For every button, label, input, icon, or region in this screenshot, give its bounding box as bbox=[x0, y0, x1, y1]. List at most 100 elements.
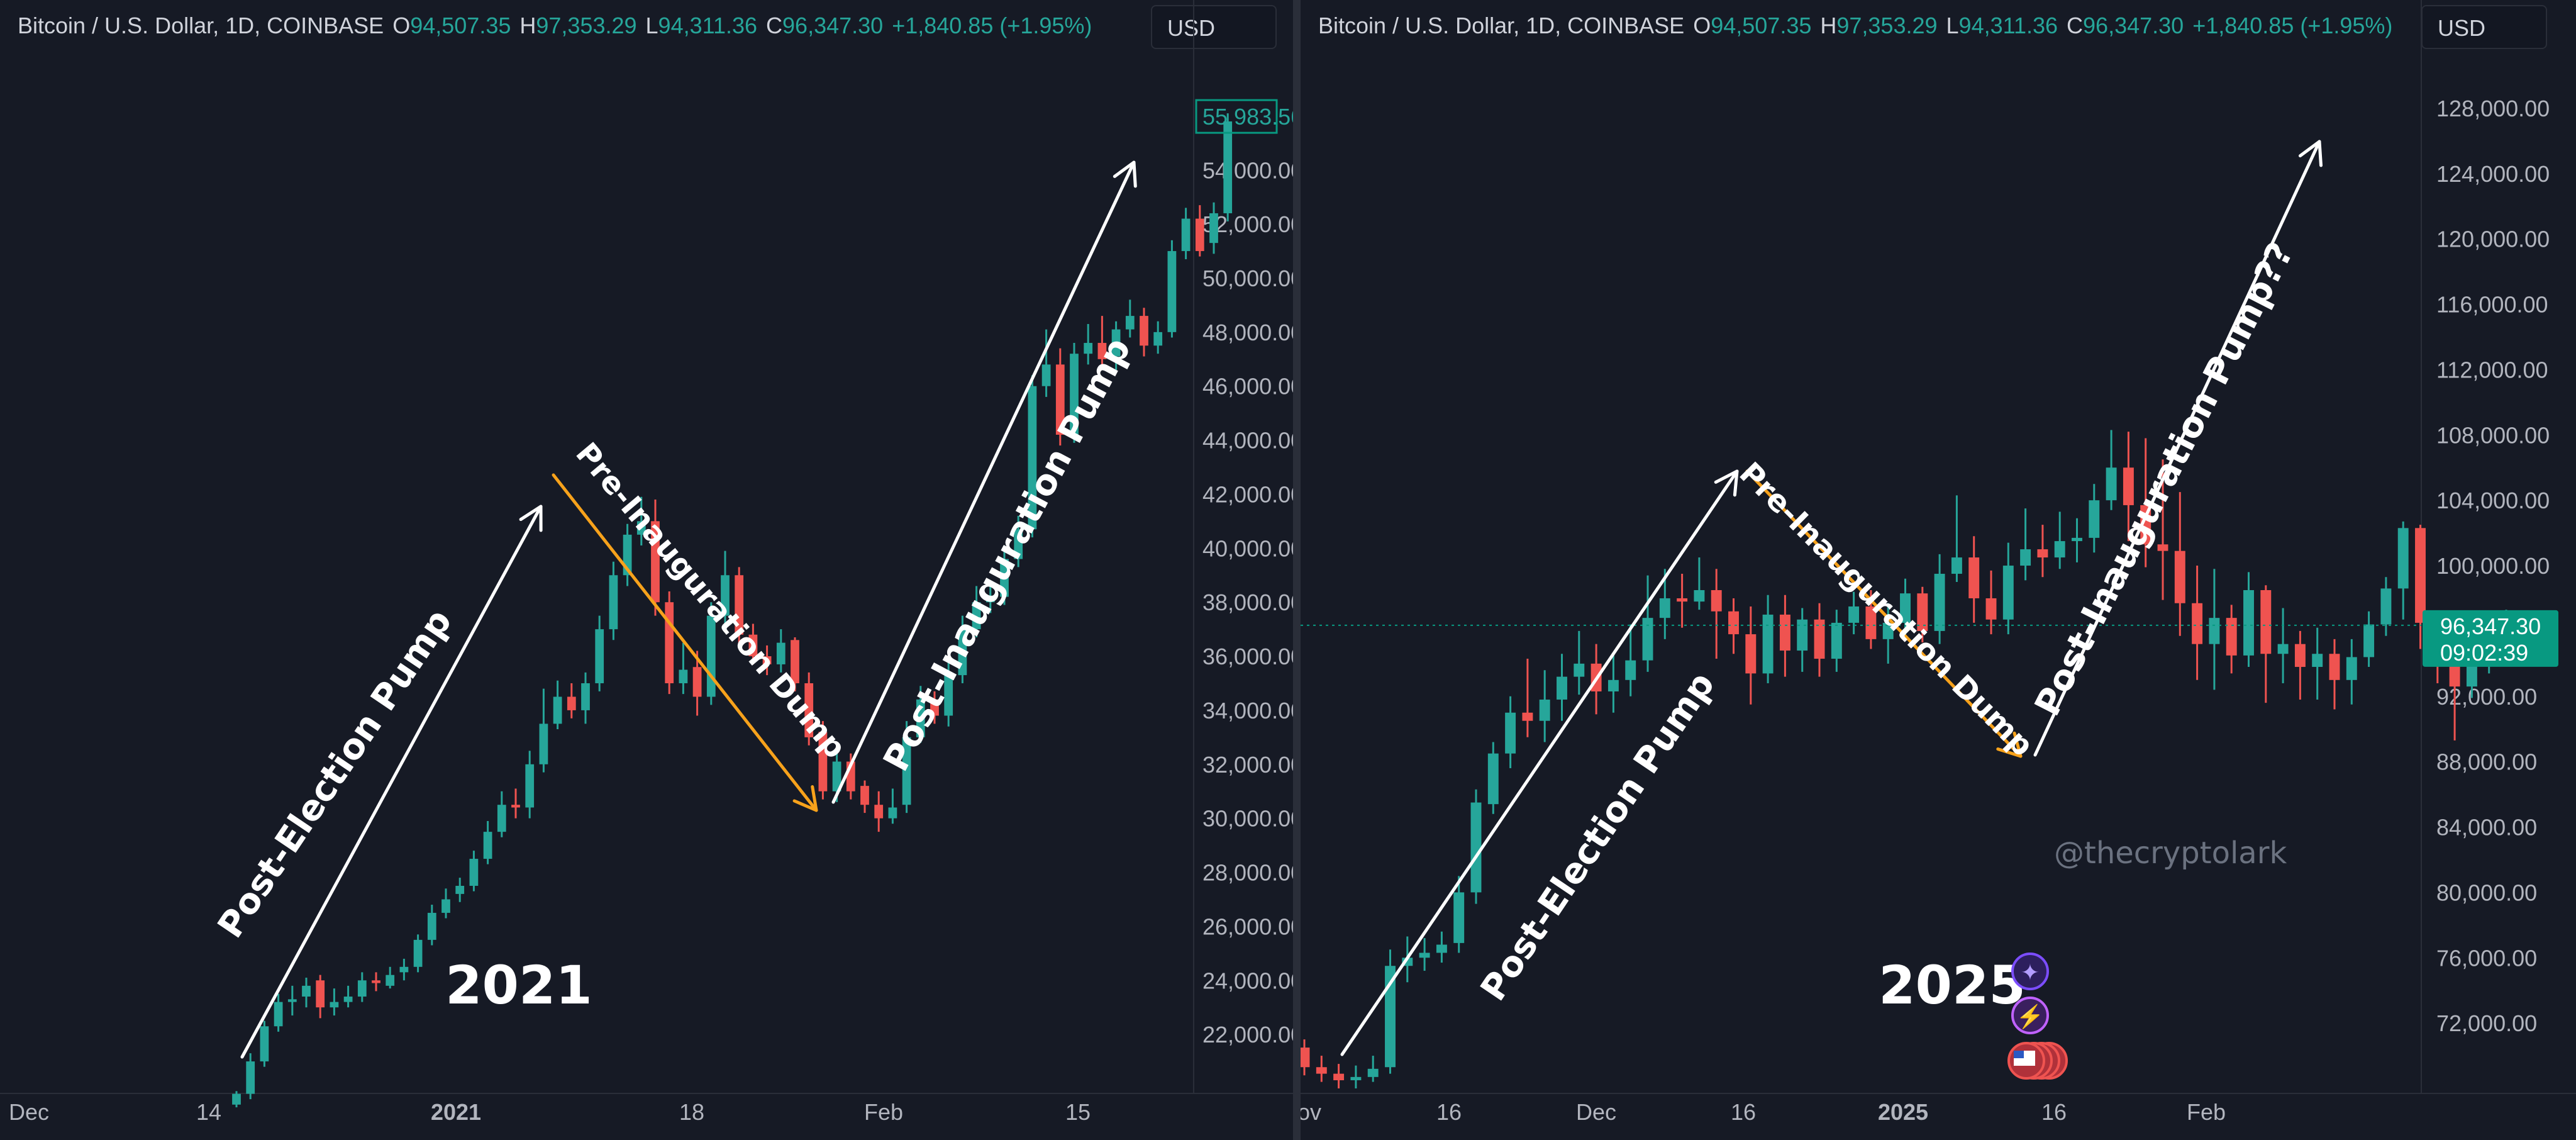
candle-body bbox=[260, 1026, 269, 1062]
candle-body bbox=[567, 696, 576, 710]
watermark: @thecryptolark bbox=[2054, 835, 2287, 871]
candle-body bbox=[497, 805, 506, 832]
candle-body bbox=[2037, 549, 2048, 558]
candle-body bbox=[2123, 467, 2134, 505]
candle-body bbox=[1055, 364, 1065, 435]
candle-body bbox=[399, 966, 409, 973]
sparkle-glyph: ✦ bbox=[2021, 959, 2040, 985]
open-label: O bbox=[392, 13, 411, 38]
candle-body bbox=[386, 975, 395, 986]
candle-body bbox=[721, 575, 730, 616]
candle-body bbox=[1167, 251, 1177, 332]
change-value: +1,840.85 (+1.95%) bbox=[2192, 13, 2393, 38]
y-tick-label: 40,000.00 bbox=[1202, 535, 1293, 561]
x-tick-label: Feb bbox=[864, 1099, 903, 1125]
candle-body bbox=[1000, 559, 1009, 597]
candle-body bbox=[1014, 529, 1023, 559]
candle-body bbox=[427, 912, 436, 940]
candle-body bbox=[2140, 505, 2151, 545]
candlestick-chart-2025: 128,000.00 124,000.00 120,000.00 116,000.00… bbox=[1301, 0, 2576, 1125]
x-tick-label: ov bbox=[1301, 1099, 1321, 1125]
currency-button[interactable]: USD bbox=[1151, 5, 1277, 49]
candle-body bbox=[1223, 121, 1233, 213]
open-value: 94,507.35 bbox=[410, 13, 511, 38]
lightning-glyph: ⚡ bbox=[2016, 1003, 2045, 1030]
candle-body bbox=[525, 764, 535, 808]
candle-body bbox=[372, 980, 380, 983]
y-tick-label: 92,000.00 bbox=[2436, 684, 2537, 710]
y-tick-label: 100,000.00 bbox=[2436, 553, 2550, 579]
candle-body bbox=[1865, 606, 1877, 639]
chart-panel-2021[interactable]: Bitcoin / U.S. Dollar, 1D, COINBASE O94,5… bbox=[0, 0, 1293, 1140]
candle-body bbox=[916, 699, 925, 737]
panel-divider[interactable] bbox=[1293, 0, 1301, 1140]
last-price-box bbox=[1195, 99, 1278, 134]
candle-body bbox=[2415, 528, 2426, 623]
y-tick-label: 120,000.00 bbox=[2436, 226, 2550, 252]
candle-body bbox=[1900, 593, 1911, 623]
x-tick-label: 16 bbox=[1731, 1099, 1756, 1125]
candle-body bbox=[748, 634, 758, 657]
candle-body bbox=[1539, 699, 1550, 721]
post-inauguration-arrow-head bbox=[1113, 160, 1137, 188]
candle-body bbox=[791, 640, 799, 683]
candle-body bbox=[1453, 892, 1465, 943]
year-label: 2021 bbox=[445, 954, 592, 1016]
candle-body bbox=[469, 859, 479, 886]
candle-body bbox=[357, 980, 367, 997]
x-tick-label: 15 bbox=[1065, 1099, 1091, 1125]
candle-body bbox=[1153, 332, 1163, 346]
candle-body bbox=[1848, 606, 1860, 623]
candle-body bbox=[2397, 528, 2409, 589]
candle-body bbox=[804, 683, 814, 737]
candle-body bbox=[1070, 354, 1079, 435]
y-tick-label: 116,000.00 bbox=[2436, 292, 2548, 318]
symbol-title: Bitcoin / U.S. Dollar, 1D, COINBASE bbox=[18, 13, 384, 38]
candle-body bbox=[1985, 598, 1997, 620]
candle-body bbox=[274, 1002, 283, 1027]
candle-body bbox=[888, 807, 897, 819]
pre-inauguration-dump-arrow-head bbox=[1996, 731, 2023, 758]
candle-body bbox=[2466, 660, 2477, 687]
flag-canton bbox=[2014, 1051, 2024, 1058]
y-tick-label: 50,000.00 bbox=[1202, 265, 1293, 291]
candle-body bbox=[679, 669, 688, 683]
candle-body bbox=[2380, 588, 2392, 625]
candle-body bbox=[985, 596, 995, 603]
post-election-arrow bbox=[1340, 469, 1739, 1056]
change-value: +1,840.85 (+1.95%) bbox=[892, 13, 1092, 38]
candle-body bbox=[1419, 953, 1430, 958]
y-tick-label: 44,000.00 bbox=[1202, 428, 1293, 454]
candle-body bbox=[2072, 537, 2082, 542]
candle-body bbox=[1505, 712, 1516, 754]
candle-body bbox=[1111, 329, 1121, 357]
post-inauguration-arrow bbox=[831, 160, 1136, 804]
x-tick-label: Feb bbox=[2187, 1099, 2226, 1125]
candle-body bbox=[1385, 966, 1396, 1068]
chart-panel-2025[interactable]: Bitcoin / U.S. Dollar, 1D, COINBASE O94,5… bbox=[1301, 0, 2576, 1140]
candle-body bbox=[636, 521, 646, 535]
candle-body bbox=[762, 656, 772, 664]
y-tick-label: 26,000.00 bbox=[1202, 914, 1293, 939]
candle-body bbox=[2106, 467, 2117, 501]
candle-body bbox=[1831, 622, 1842, 659]
currency-button[interactable]: USD bbox=[2421, 5, 2547, 49]
candle-body bbox=[511, 805, 520, 808]
candle-body bbox=[1659, 598, 1670, 618]
candle-body bbox=[2174, 550, 2185, 603]
candle-body bbox=[1797, 619, 1808, 651]
year-label: 2025 bbox=[1879, 954, 2026, 1016]
high-label: H bbox=[519, 13, 536, 38]
x-tick-label: 2025 bbox=[1878, 1099, 1928, 1125]
candle-body bbox=[553, 696, 562, 724]
y-tick-label: 104,000.00 bbox=[2436, 488, 2550, 513]
candle-body bbox=[860, 786, 869, 805]
candle-body bbox=[581, 683, 590, 710]
candle-body bbox=[1814, 619, 1825, 659]
y-tick-label: 32,000.00 bbox=[1202, 752, 1293, 778]
candle-body bbox=[343, 997, 353, 1002]
lightning-icon bbox=[2011, 997, 2049, 1034]
y-tick-label: 88,000.00 bbox=[2436, 749, 2537, 775]
post-election-arrow bbox=[240, 505, 543, 1059]
candle-body bbox=[595, 629, 604, 683]
